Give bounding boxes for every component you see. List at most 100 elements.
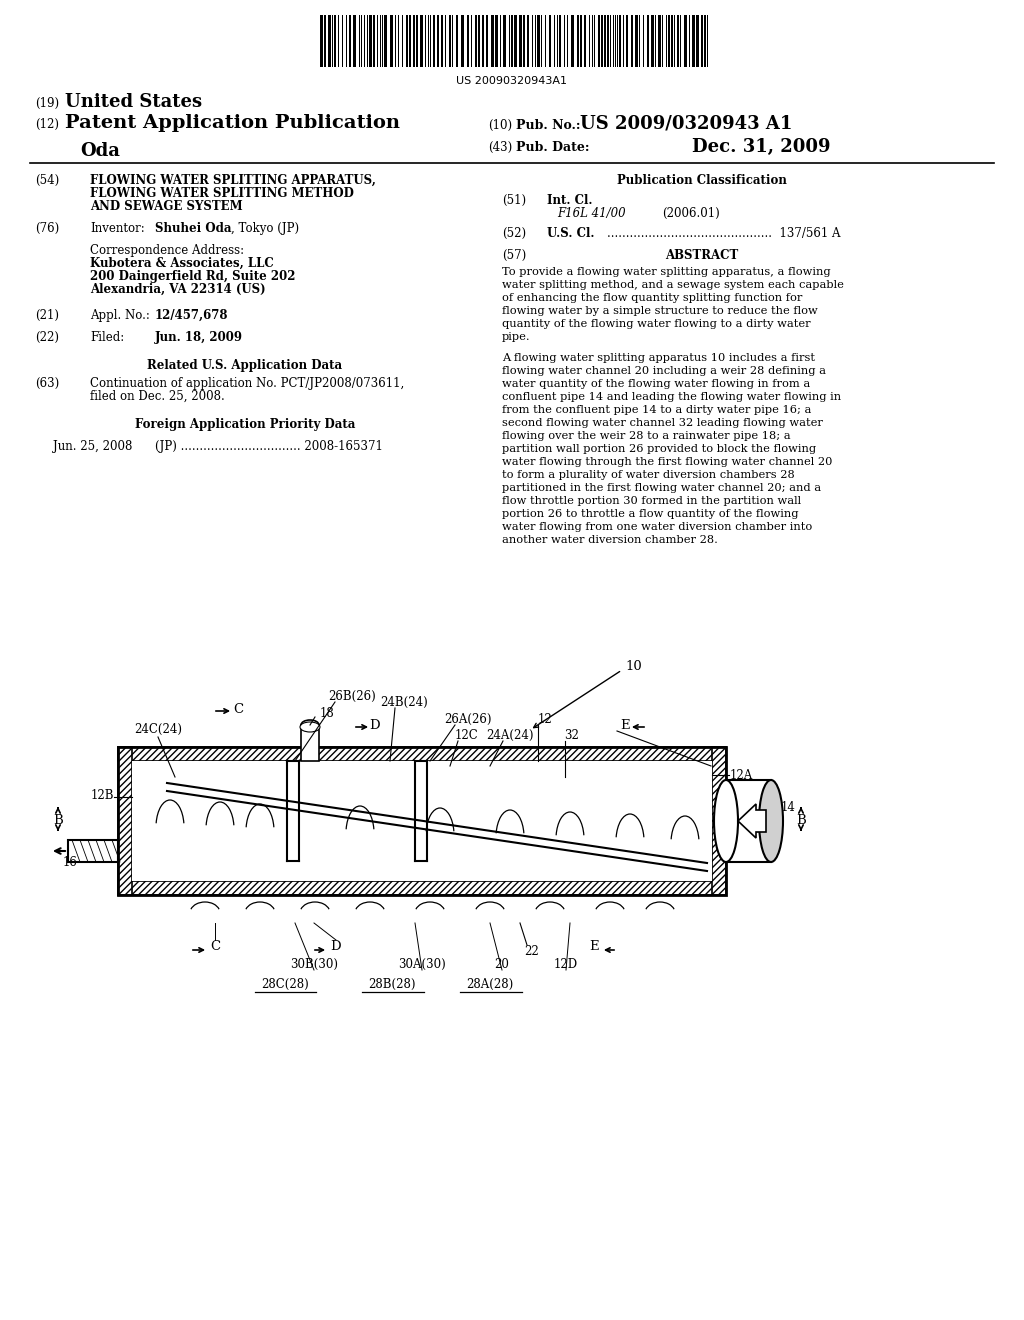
Bar [118,747,132,895]
Bar [511,15,513,67]
Text: B: B [53,814,62,828]
Text: ABSTRACT: ABSTRACT [666,249,738,261]
Text: 18: 18 [319,708,335,719]
Text: flow throttle portion 30 formed in the partition wall: flow throttle portion 30 formed in the p… [502,496,801,506]
Text: partition wall portion 26 provided to block the flowing: partition wall portion 26 provided to bl… [502,444,816,454]
Text: E: E [621,719,630,733]
Text: another water diversion chamber 28.: another water diversion chamber 28. [502,535,718,545]
Bar [409,15,411,67]
Text: 10: 10 [625,660,642,673]
Text: Filed:: Filed: [90,331,124,345]
Text: (76): (76) [35,222,59,235]
Bar [334,15,336,67]
Text: 24A(24): 24A(24) [486,729,534,742]
Bar [482,15,484,67]
Text: 32: 32 [564,729,579,742]
Text: Correspondence Address:: Correspondence Address: [90,244,244,257]
FancyArrow shape [738,804,766,838]
Text: , Tokyo (JP): , Tokyo (JP) [231,222,299,235]
Bar [635,15,638,67]
Bar [324,15,326,67]
Bar [490,15,494,67]
Bar [328,15,331,67]
Bar [319,15,323,67]
Text: F16L 41/00: F16L 41/00 [557,207,626,220]
Bar [495,15,498,67]
Text: 28B(28): 28B(28) [369,978,416,991]
Text: (JP) ................................ 2008-165371: (JP) ................................ 20… [155,440,383,453]
Text: U.S. Cl.: U.S. Cl. [547,227,595,240]
Text: second flowing water channel 32 leading flowing water: second flowing water channel 32 leading … [502,418,823,428]
Bar [601,15,603,67]
Bar [577,15,579,67]
Text: Alexandria, VA 22314 (US): Alexandria, VA 22314 (US) [90,282,265,296]
Text: Jun. 18, 2009: Jun. 18, 2009 [155,331,243,345]
Text: E: E [589,940,599,953]
Bar [287,762,299,861]
Bar [369,15,372,67]
Text: (57): (57) [502,249,526,261]
Text: filed on Dec. 25, 2008.: filed on Dec. 25, 2008. [90,389,224,403]
Bar [647,15,649,67]
Bar [475,15,477,67]
Bar [519,15,522,67]
Bar [712,747,726,895]
Text: (12): (12) [35,117,59,131]
Text: Oda: Oda [80,143,120,160]
Bar [705,15,706,67]
Bar [631,15,633,67]
Bar [413,15,415,67]
Bar [696,15,699,67]
Bar [420,15,423,67]
Bar [503,15,506,67]
Bar [416,762,426,861]
Bar [449,15,451,67]
Text: water flowing from one water diversion chamber into: water flowing from one water diversion c… [502,521,812,532]
Bar [604,15,606,67]
Text: from the confluent pipe 14 to a dirty water pipe 16; a: from the confluent pipe 14 to a dirty wa… [502,405,811,414]
Text: 14: 14 [781,801,796,814]
Text: B: B [796,814,806,828]
Text: (43): (43) [488,141,512,154]
Text: (22): (22) [35,331,59,345]
Text: 12/457,678: 12/457,678 [155,309,228,322]
Text: Kubotera & Associates, LLC: Kubotera & Associates, LLC [90,257,273,271]
Bar [486,15,488,67]
Bar [527,15,529,67]
Text: (10): (10) [488,119,512,132]
Text: Pub. No.:: Pub. No.: [516,119,581,132]
Ellipse shape [759,780,783,862]
Bar [118,747,726,895]
Bar [384,15,387,67]
Text: 30B(30): 30B(30) [290,958,338,972]
Text: FLOWING WATER SPLITTING METHOD: FLOWING WATER SPLITTING METHOD [90,187,354,201]
Bar [514,15,517,67]
Bar [523,15,525,67]
Bar [580,15,582,67]
Text: 26A(26): 26A(26) [444,713,492,726]
Text: 12A: 12A [730,770,754,781]
Bar [626,15,628,67]
Text: 16: 16 [63,855,78,869]
Bar [559,15,561,67]
Text: confluent pipe 14 and leading the flowing water flowing in: confluent pipe 14 and leading the flowin… [502,392,841,403]
Text: water flowing through the first flowing water channel 20: water flowing through the first flowing … [502,457,833,467]
Text: water quantity of the flowing water flowing in from a: water quantity of the flowing water flow… [502,379,810,389]
Bar [549,15,551,67]
Text: (54): (54) [35,174,59,187]
Text: A flowing water splitting apparatus 10 includes a first: A flowing water splitting apparatus 10 i… [502,352,815,363]
Text: flowing over the weir 28 to a rainwater pipe 18; a: flowing over the weir 28 to a rainwater … [502,432,791,441]
Text: Foreign Application Priority Data: Foreign Application Priority Data [135,418,355,432]
Bar [584,15,586,67]
Text: 26B(26): 26B(26) [328,690,376,704]
Text: 24B(24): 24B(24) [380,696,428,709]
Bar [441,15,443,67]
Text: Inventor:: Inventor: [90,222,144,235]
Bar [658,15,662,67]
Text: (51): (51) [502,194,526,207]
Text: 12C: 12C [454,729,478,742]
Bar [701,15,703,67]
Bar [288,762,298,861]
Ellipse shape [714,780,738,862]
Bar [671,15,673,67]
